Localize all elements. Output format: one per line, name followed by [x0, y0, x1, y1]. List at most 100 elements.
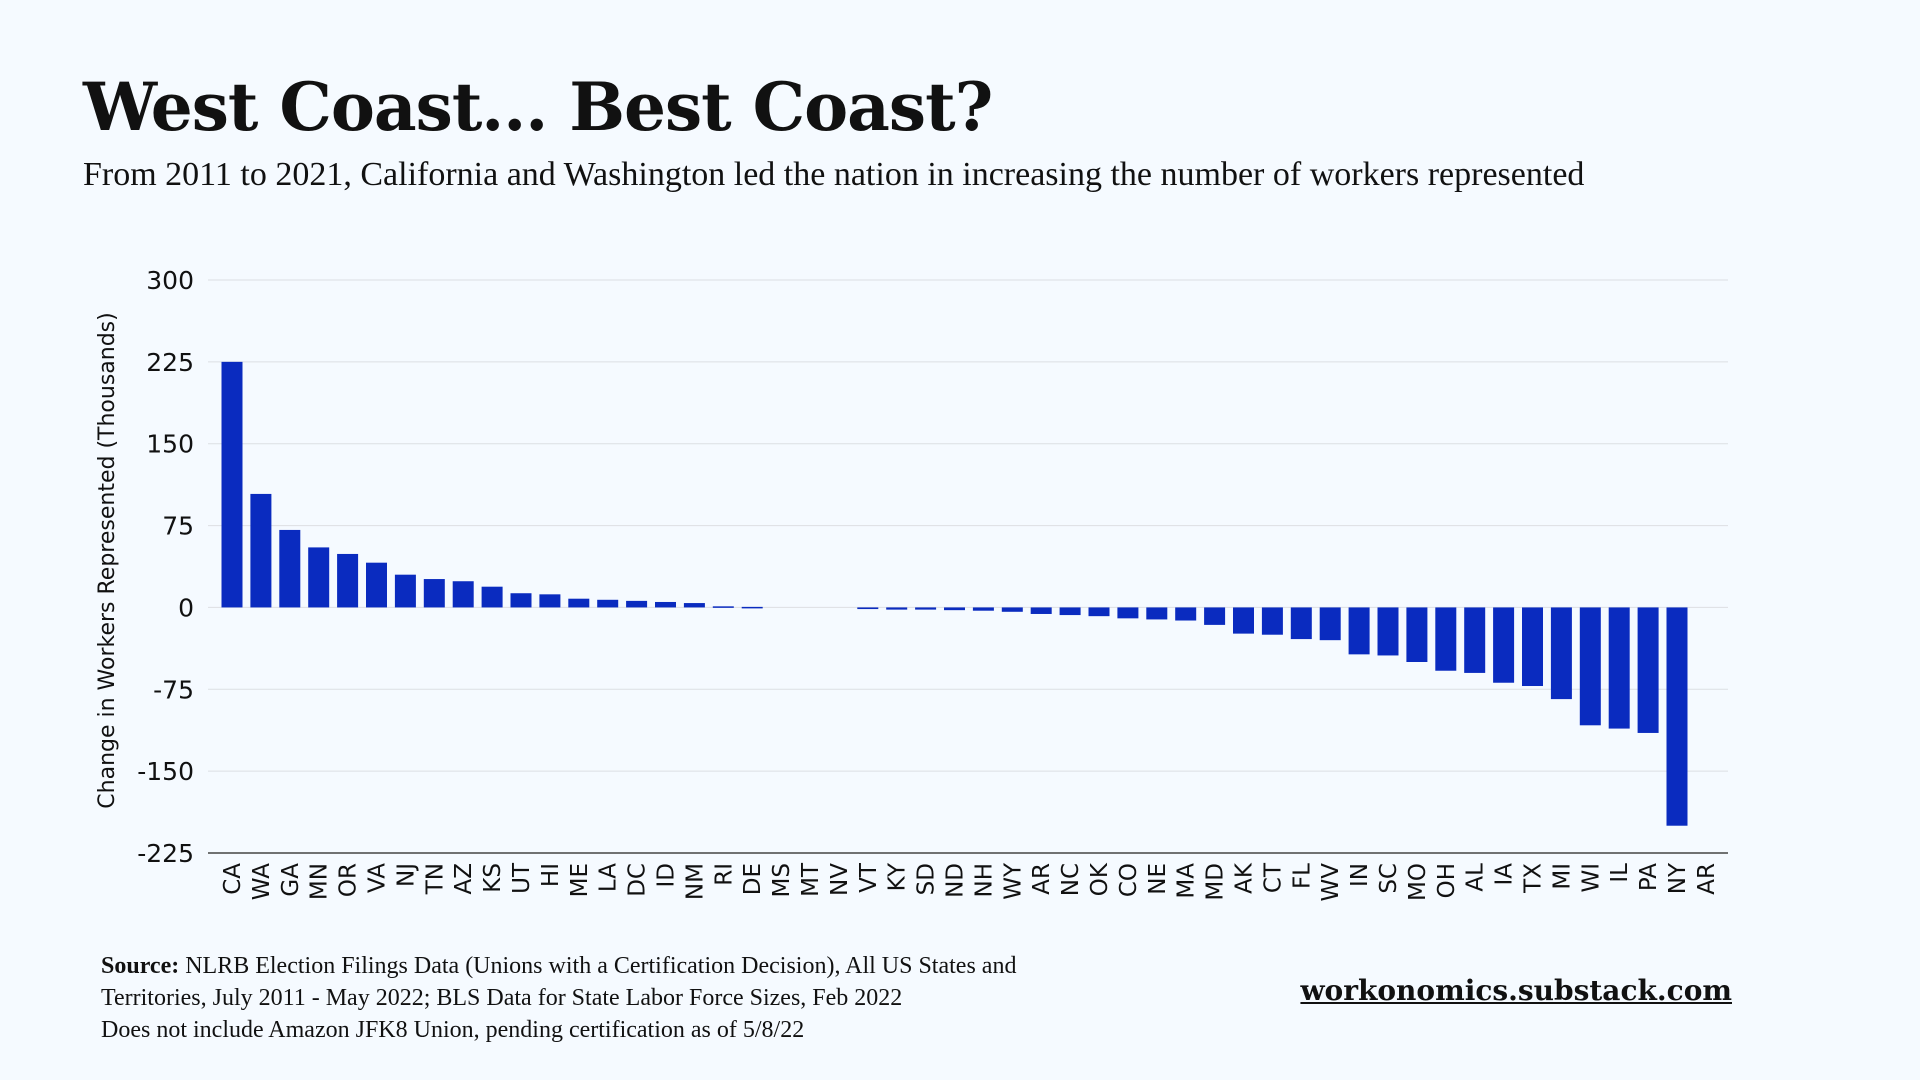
bar-nd — [944, 607, 965, 611]
site-link[interactable]: workonomics.substack.com — [1300, 974, 1732, 1007]
bar-hi — [539, 594, 561, 608]
x-tick-label: VT — [856, 862, 882, 893]
bar-fl — [1290, 607, 1312, 640]
y-tick-label: 300 — [146, 266, 194, 295]
bar-nj — [394, 574, 416, 608]
y-tick-label: -225 — [137, 839, 194, 868]
bar-wv — [1319, 607, 1341, 641]
x-tick-label: AZ — [451, 863, 477, 895]
x-tick-label: ME — [567, 863, 593, 897]
x-tick-label: SD — [914, 863, 940, 895]
bar-mn — [308, 547, 330, 608]
bar-ar — [1030, 607, 1052, 614]
bar-ma — [1175, 607, 1197, 621]
x-tick-label: NE — [1145, 863, 1171, 895]
x-tick-label: AR — [1694, 863, 1720, 895]
x-tick-label: MI — [1549, 863, 1575, 890]
bar-chart: 300 225 150 75 0 -75 -150 -225 Change in Workers… — [95, 266, 1728, 901]
x-tick-label: AK — [1232, 862, 1258, 894]
source-line-2: Territories, July 2011 - May 2022; BLS D… — [101, 985, 903, 1011]
x-tick-label: CT — [1260, 862, 1286, 893]
x-tick-label: NH — [971, 863, 997, 898]
y-tick-label: -150 — [137, 757, 194, 786]
source-note: Source: NLRB Election Filings Data (Unio… — [101, 950, 1016, 1046]
x-tick-label: IA — [1492, 863, 1518, 886]
bar-oh — [1435, 607, 1457, 671]
source-label: Source: — [101, 953, 180, 979]
y-tick-label: 150 — [146, 430, 194, 459]
bar-ut — [510, 593, 532, 608]
x-tick-label: ID — [654, 863, 680, 888]
y-tick-label: 0 — [178, 593, 194, 622]
x-tick-label: KS — [480, 863, 506, 893]
bar-wa — [250, 493, 272, 608]
bar-wy — [1001, 607, 1023, 612]
x-tick-label: FL — [1289, 863, 1315, 889]
bar-nh — [972, 607, 994, 611]
bar-il — [1608, 607, 1630, 729]
x-tick-label: TX — [1521, 863, 1547, 894]
x-tick-label: PA — [1636, 863, 1662, 891]
exclusion-note: Does not include Amazon JFK8 Union, pend… — [101, 1017, 805, 1043]
x-tick-label: MA — [1174, 863, 1200, 899]
y-tick-label: 225 — [146, 348, 194, 377]
bar-id — [655, 601, 676, 608]
x-tick-label: WI — [1578, 863, 1604, 893]
x-tick-label: WA — [249, 863, 275, 900]
x-tick-label: VA — [365, 863, 391, 893]
bar-mo — [1406, 607, 1428, 662]
bar-sc — [1377, 607, 1399, 656]
x-tick-label: KY — [885, 862, 911, 891]
x-tick-label: MS — [769, 863, 795, 897]
bar-al — [1464, 607, 1486, 673]
x-tick-label: NV — [827, 863, 853, 896]
bar-sd — [915, 607, 937, 610]
x-tick-label: OH — [1434, 863, 1460, 898]
x-tick-label: UT — [509, 862, 535, 894]
x-tick-label: NM — [682, 863, 708, 900]
x-tick-label: NJ — [393, 863, 419, 887]
x-tick-label: OK — [1087, 862, 1113, 896]
x-tick-label: ND — [943, 863, 969, 898]
x-tick-label: AR — [1029, 863, 1055, 895]
y-tick-label: -75 — [153, 675, 194, 704]
chart-title: West Coast... Best Coast? — [83, 68, 993, 146]
bar-pa — [1637, 607, 1659, 733]
bar-de — [741, 606, 763, 609]
bar-in — [1348, 607, 1370, 655]
bar-az — [452, 581, 474, 608]
bar-la — [597, 599, 619, 608]
bar-dc — [626, 600, 648, 608]
x-tick-label: MT — [798, 862, 824, 897]
x-tick-label: WY — [1000, 862, 1026, 900]
bar-ct — [1261, 607, 1283, 635]
bar-ky — [886, 607, 908, 610]
bar-co — [1117, 607, 1139, 619]
x-tick-label: NC — [1058, 863, 1084, 896]
bar-ia — [1493, 607, 1515, 683]
bar-va — [366, 562, 387, 608]
x-tick-label: CA — [220, 863, 246, 895]
bar-ok — [1088, 607, 1110, 617]
bar-or — [337, 553, 359, 608]
y-axis-label: Change in Workers Represented (Thousands… — [95, 312, 120, 808]
x-tick-label: IN — [1347, 863, 1373, 887]
bar-ga — [279, 529, 301, 608]
x-tick-label: TN — [422, 863, 448, 895]
chart-subtitle: From 2011 to 2021, California and Washin… — [83, 156, 1585, 193]
x-tick-label: DE — [740, 863, 766, 895]
x-tick-label: LA — [596, 863, 622, 892]
x-tick-label: MN — [307, 863, 333, 900]
bar-ny — [1666, 607, 1688, 826]
bar-tx — [1522, 607, 1543, 687]
x-tick-label: CO — [1116, 863, 1142, 897]
x-tick-label: GA — [278, 863, 304, 897]
x-tick-label: RI — [711, 863, 737, 886]
bar-vt — [857, 607, 879, 610]
x-tick-label: SC — [1376, 863, 1402, 894]
bar-wi — [1579, 607, 1601, 726]
x-tick-label: HI — [538, 863, 564, 887]
source-line-1: NLRB Election Filings Data (Unions with … — [185, 953, 1017, 979]
bar-ri — [712, 606, 734, 608]
x-tick-label: DC — [625, 863, 651, 897]
